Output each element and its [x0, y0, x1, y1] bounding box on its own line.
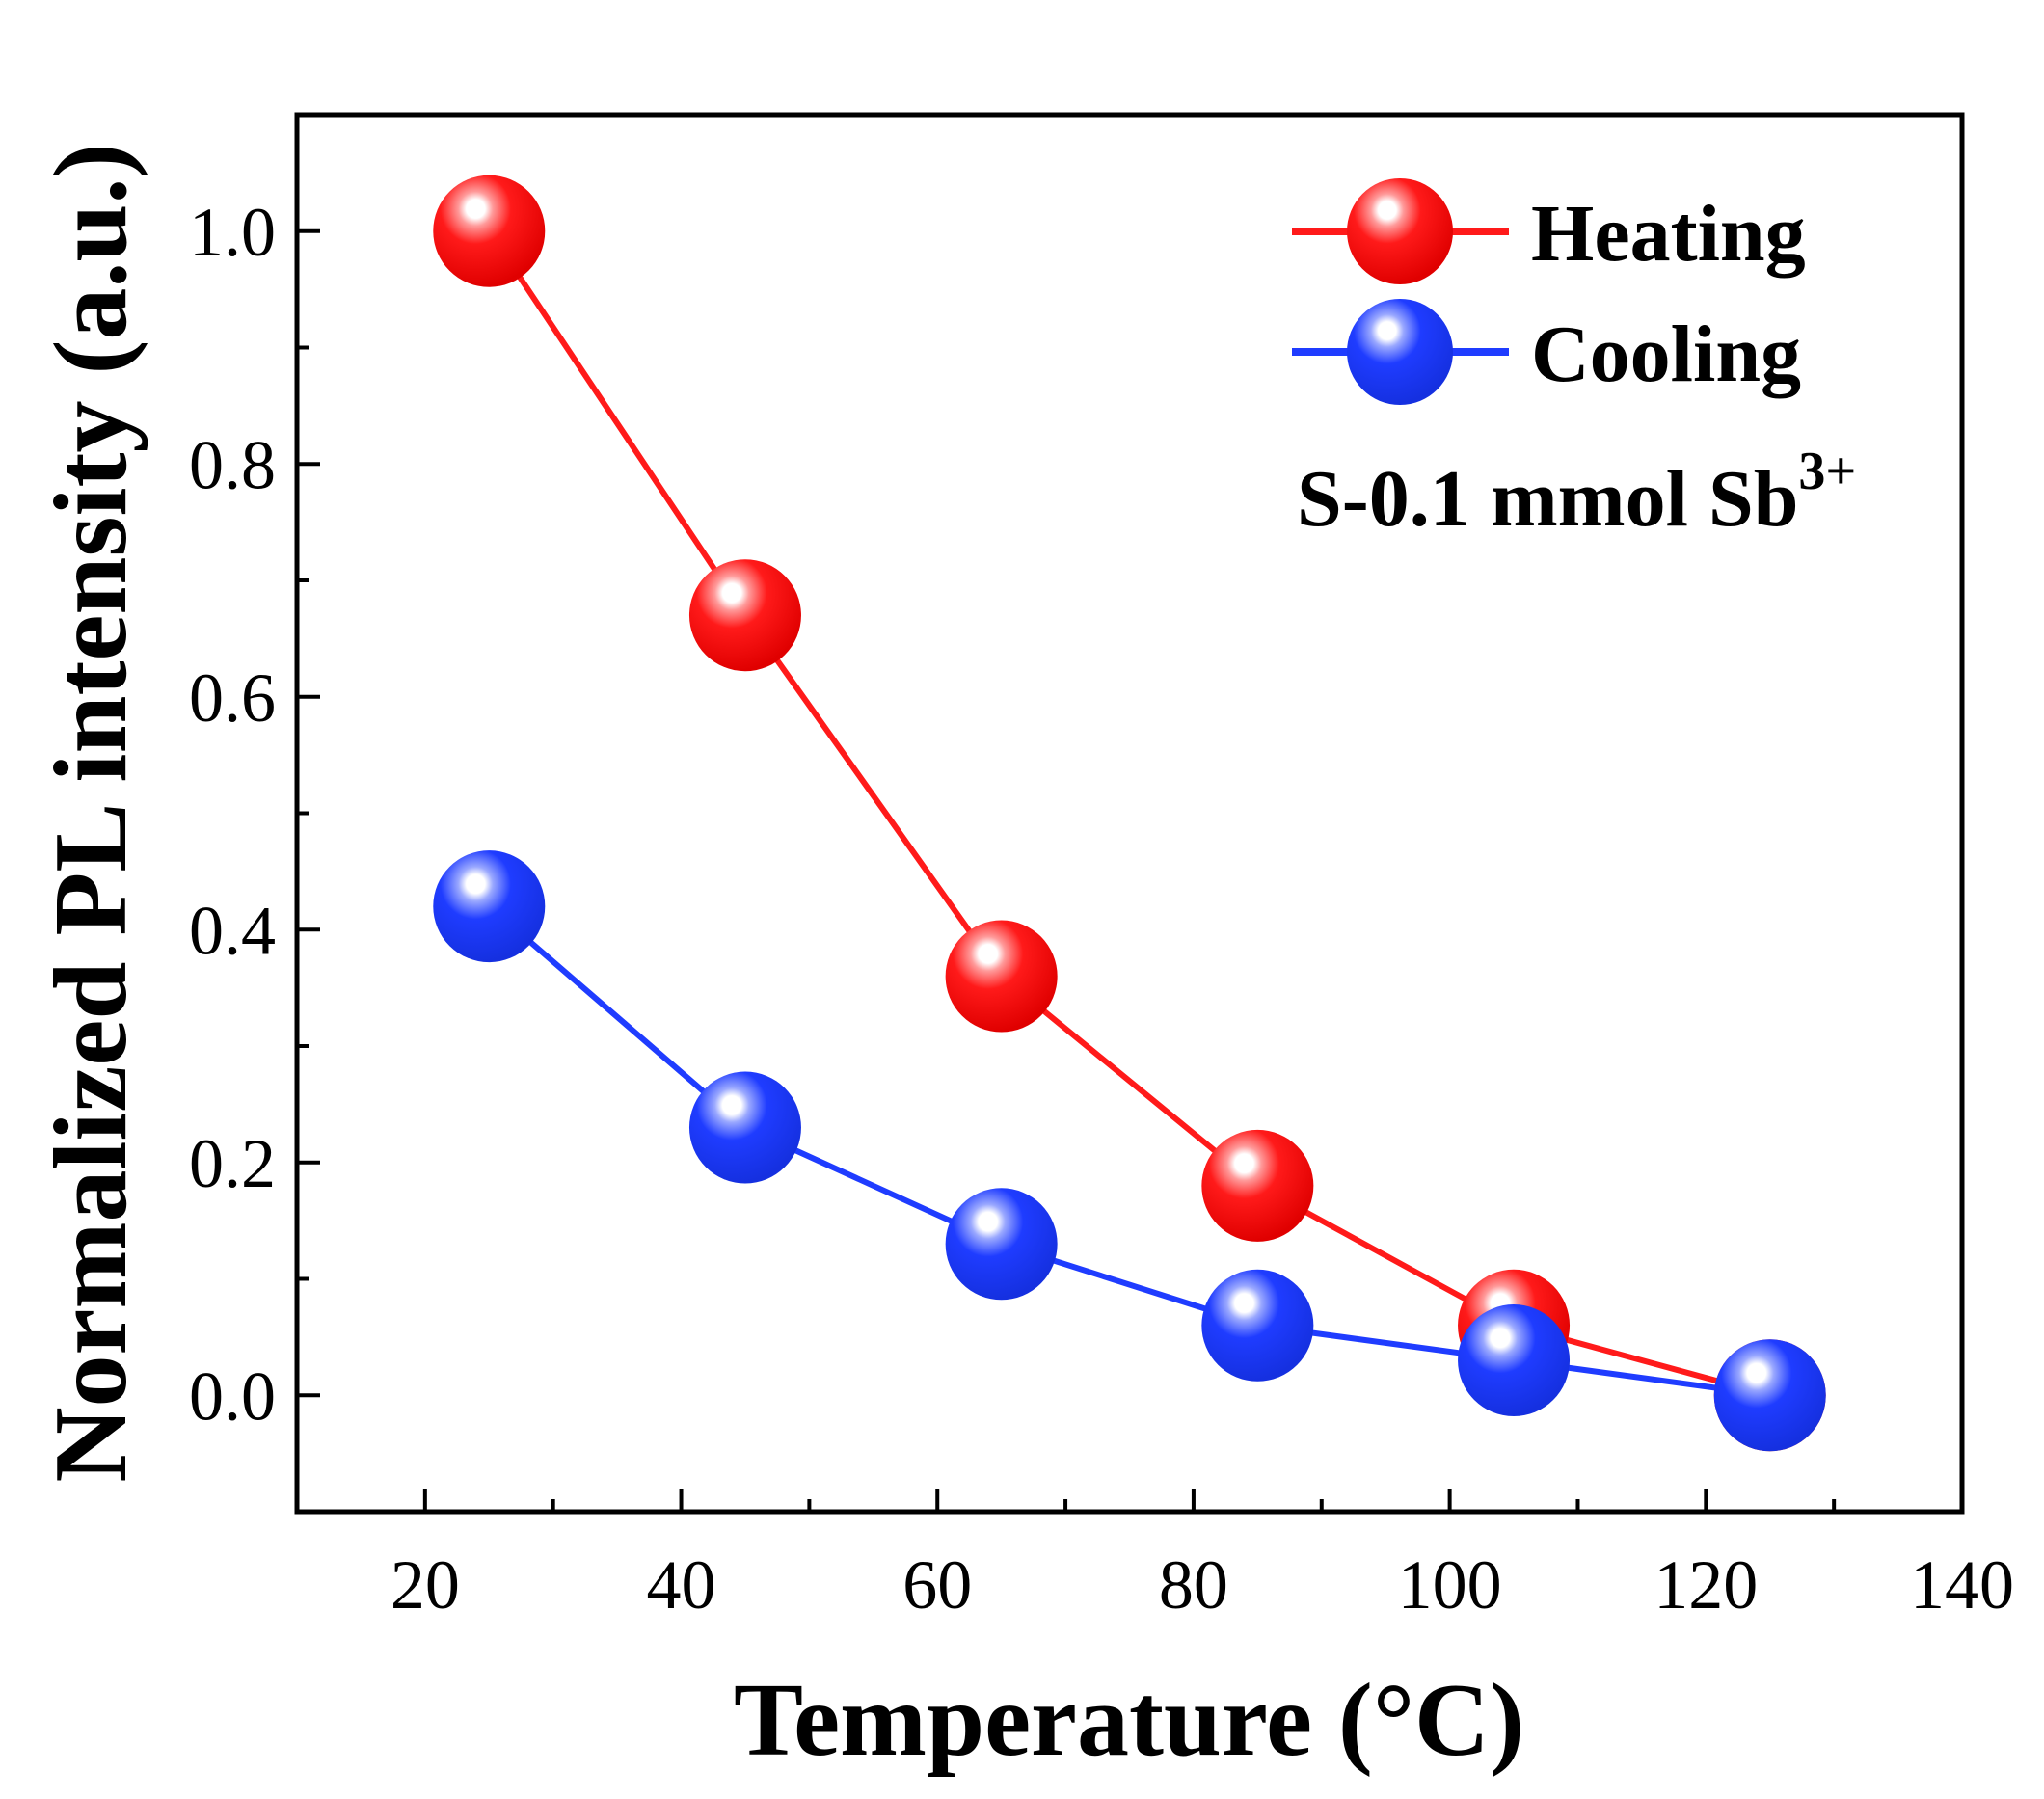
- y-axis-label: Normalized PL intensity (a.u.): [34, 144, 148, 1483]
- legend: Heating Cooling: [1292, 178, 1806, 405]
- x-axis-label: Temperature (°C): [734, 1663, 1524, 1778]
- y-tick-label: 1.0: [189, 194, 276, 271]
- y-tick-label: 0.8: [189, 426, 276, 503]
- data-point-cooling: [433, 850, 546, 963]
- legend-marker: [1347, 299, 1453, 405]
- series-line-cooling: [487, 903, 1771, 1399]
- data-point-cooling: [1713, 1339, 1826, 1452]
- data-point-heating: [688, 559, 801, 672]
- legend-label: Heating: [1531, 189, 1806, 279]
- x-tick-label: 20: [390, 1546, 460, 1624]
- data-point-heating: [945, 920, 1058, 1033]
- x-tick-label: 100: [1398, 1546, 1502, 1624]
- legend-label: Cooling: [1531, 309, 1801, 399]
- data-point-cooling: [945, 1188, 1058, 1301]
- x-tick-label: 80: [1159, 1546, 1228, 1624]
- data-point-cooling: [1458, 1304, 1571, 1417]
- y-tick-label: 0.0: [189, 1357, 276, 1435]
- y-tick-label: 0.4: [189, 892, 276, 969]
- series-layer: [433, 175, 1826, 1452]
- axis-ticks: 20 40 60 80 100 120 140 0.0 0.2 0.4 0.6 0.8 1.0: [189, 194, 2014, 1624]
- series-line-heating: [486, 229, 1771, 1399]
- x-tick-label: 140: [1910, 1546, 2014, 1624]
- data-point-heating: [1201, 1129, 1314, 1242]
- data-point-cooling: [1201, 1269, 1314, 1382]
- x-tick-label: 120: [1654, 1546, 1758, 1624]
- y-tick-label: 0.2: [189, 1125, 276, 1202]
- legend-marker: [1347, 178, 1453, 284]
- data-point-cooling: [688, 1071, 801, 1184]
- y-tick-label: 0.6: [189, 659, 276, 737]
- sample-annotation: S-0.1 mmol Sb3+: [1297, 442, 1856, 544]
- data-point-heating: [433, 175, 546, 287]
- x-tick-label: 60: [902, 1546, 972, 1624]
- x-tick-label: 40: [647, 1546, 716, 1624]
